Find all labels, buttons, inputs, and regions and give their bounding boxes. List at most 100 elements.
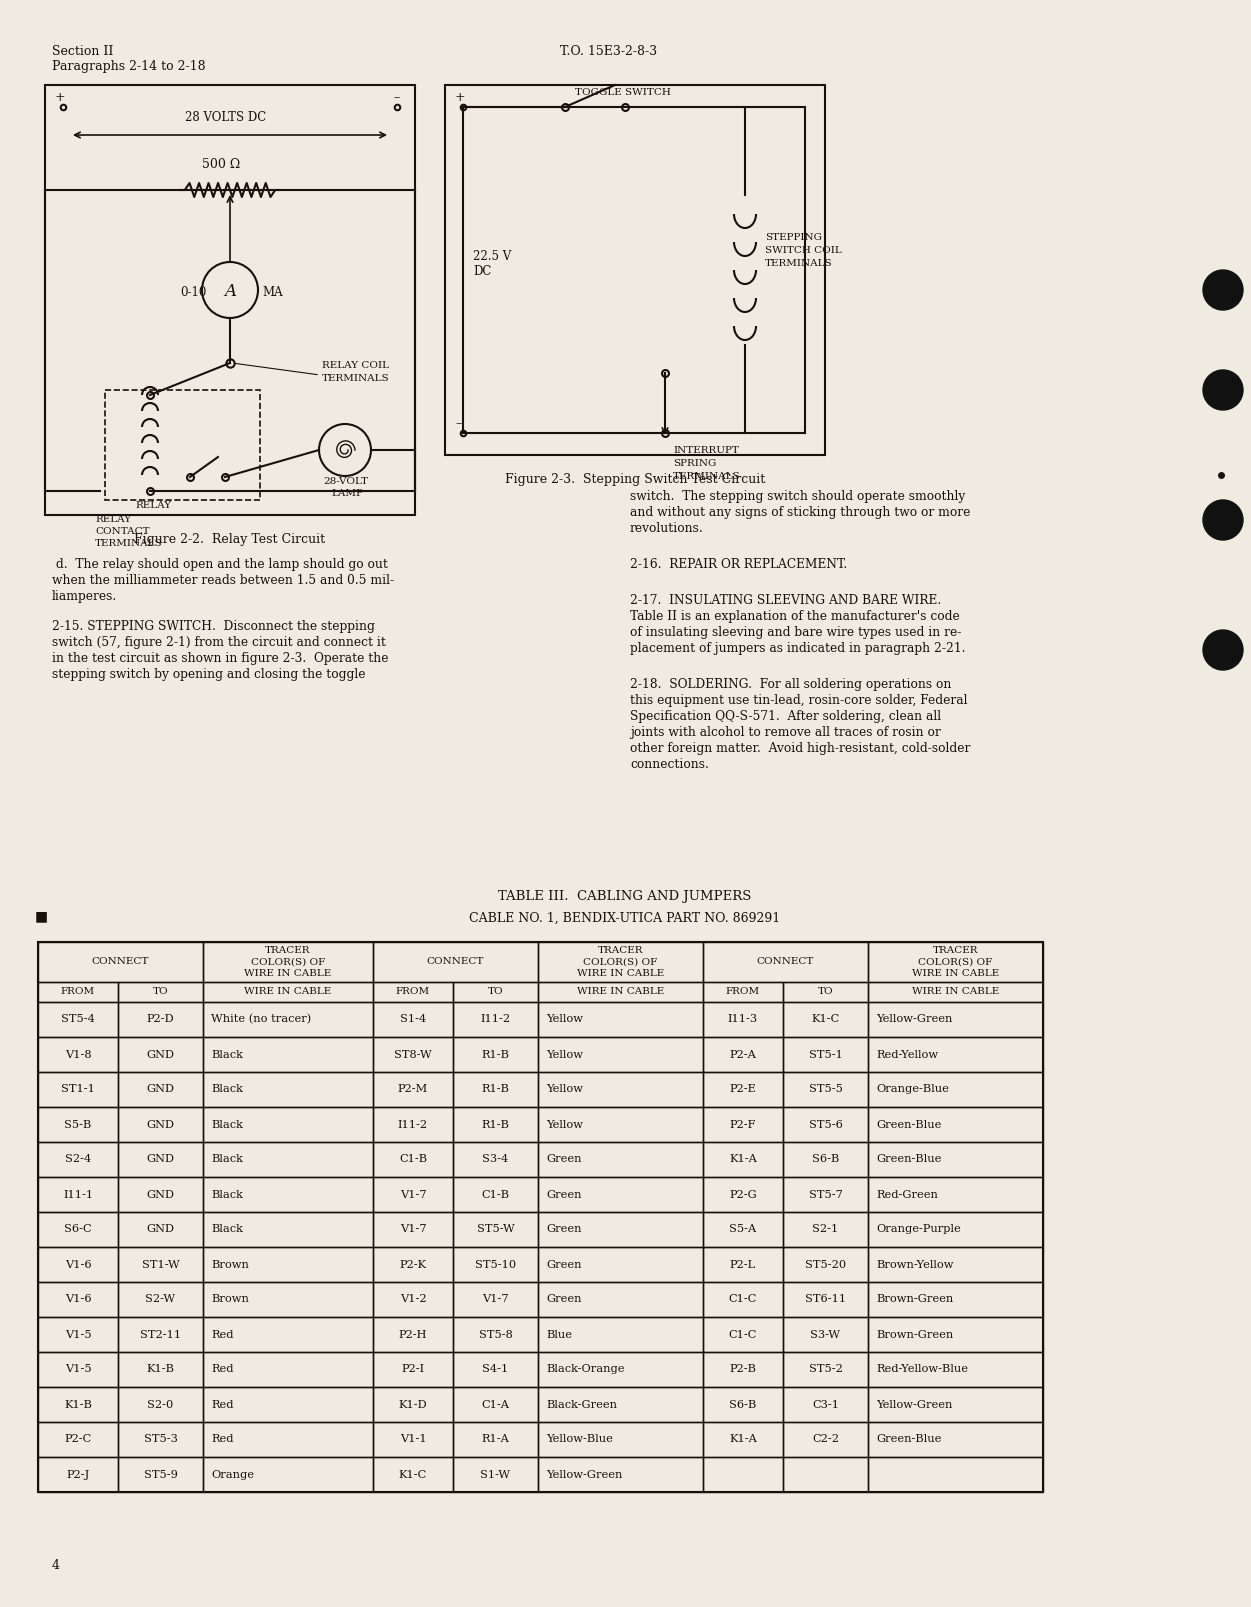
Bar <box>203 1107 373 1143</box>
Bar <box>118 1003 203 1037</box>
Bar <box>203 942 373 982</box>
Text: ST5-5: ST5-5 <box>808 1085 842 1094</box>
Text: Yellow: Yellow <box>545 1014 583 1025</box>
Bar <box>38 1003 118 1037</box>
Text: Paragraphs 2-14 to 2-18: Paragraphs 2-14 to 2-18 <box>53 59 205 72</box>
Text: K1-A: K1-A <box>729 1154 757 1165</box>
Bar <box>538 1037 703 1072</box>
Text: FROM: FROM <box>61 987 95 996</box>
Text: liamperes.: liamperes. <box>53 590 118 603</box>
Text: 22.5 V: 22.5 V <box>473 251 512 264</box>
Bar <box>453 1143 538 1176</box>
Bar <box>453 1107 538 1143</box>
Text: when the milliammeter reads between 1.5 and 0.5 mil-: when the milliammeter reads between 1.5 … <box>53 574 394 587</box>
Bar <box>783 1282 868 1318</box>
Bar <box>203 1387 373 1422</box>
Bar <box>783 1247 868 1282</box>
Bar <box>783 1107 868 1143</box>
Text: S5-A: S5-A <box>729 1225 757 1234</box>
Bar <box>373 1422 453 1458</box>
Text: 2-18.  SOLDERING.  For all soldering operations on: 2-18. SOLDERING. For all soldering opera… <box>631 678 951 691</box>
Text: White (no tracer): White (no tracer) <box>211 1014 311 1025</box>
Bar <box>373 1212 453 1247</box>
Bar <box>38 1037 118 1072</box>
Text: ST5-1: ST5-1 <box>808 1049 842 1059</box>
Text: TO: TO <box>488 987 503 996</box>
Text: ST6-11: ST6-11 <box>804 1295 846 1305</box>
Text: WIRE IN CABLE: WIRE IN CABLE <box>577 987 664 996</box>
Text: K1-D: K1-D <box>399 1400 428 1409</box>
Text: Black: Black <box>211 1085 243 1094</box>
Bar <box>703 1003 783 1037</box>
Text: stepping switch by opening and closing the toggle: stepping switch by opening and closing t… <box>53 669 365 681</box>
Text: V1-7: V1-7 <box>399 1189 427 1199</box>
Text: GND: GND <box>146 1154 174 1165</box>
Text: S1-4: S1-4 <box>400 1014 427 1025</box>
Text: R1-A: R1-A <box>482 1435 509 1445</box>
Bar <box>703 1176 783 1212</box>
Text: C1-C: C1-C <box>729 1295 757 1305</box>
Text: V1-8: V1-8 <box>65 1049 91 1059</box>
Text: Black-Green: Black-Green <box>545 1400 617 1409</box>
Text: RELAY: RELAY <box>95 514 131 524</box>
Text: TO: TO <box>153 987 169 996</box>
Text: ST5-9: ST5-9 <box>144 1469 178 1480</box>
Text: 2-15. STEPPING SWITCH.  Disconnect the stepping: 2-15. STEPPING SWITCH. Disconnect the st… <box>53 620 375 633</box>
Bar <box>868 1143 1043 1176</box>
Text: S6-B: S6-B <box>812 1154 839 1165</box>
Bar <box>453 1282 538 1318</box>
Bar <box>868 1351 1043 1387</box>
Text: TERMINALS: TERMINALS <box>95 538 163 548</box>
Bar <box>118 1318 203 1351</box>
Text: revolutions.: revolutions. <box>631 522 704 535</box>
Text: Black: Black <box>211 1154 243 1165</box>
Text: GND: GND <box>146 1049 174 1059</box>
Text: S4-1: S4-1 <box>483 1364 509 1374</box>
Bar <box>38 942 1043 1491</box>
Text: Green-Blue: Green-Blue <box>876 1120 941 1130</box>
Text: Blue: Blue <box>545 1329 572 1340</box>
Bar <box>868 1422 1043 1458</box>
Bar <box>373 1072 453 1107</box>
Bar <box>203 1212 373 1247</box>
Text: MA: MA <box>261 286 283 299</box>
Text: DC: DC <box>473 265 492 278</box>
Text: TOGGLE SWITCH: TOGGLE SWITCH <box>575 88 671 96</box>
Bar <box>38 1422 118 1458</box>
Bar <box>445 85 824 455</box>
Text: P2-A: P2-A <box>729 1049 757 1059</box>
Text: ST5-W: ST5-W <box>477 1225 514 1234</box>
Bar <box>373 1318 453 1351</box>
Bar <box>118 1143 203 1176</box>
Text: 28-VOLT: 28-VOLT <box>323 477 368 485</box>
Bar <box>783 1422 868 1458</box>
Text: Specification QQ-S-571.  After soldering, clean all: Specification QQ-S-571. After soldering,… <box>631 710 941 723</box>
Bar <box>118 1458 203 1491</box>
Bar <box>373 1458 453 1491</box>
Text: P2-D: P2-D <box>146 1014 174 1025</box>
Text: Brown: Brown <box>211 1260 249 1270</box>
Bar <box>703 1422 783 1458</box>
Text: joints with alcohol to remove all traces of rosin or: joints with alcohol to remove all traces… <box>631 726 941 739</box>
Text: I11-1: I11-1 <box>63 1189 93 1199</box>
Bar <box>38 1107 118 1143</box>
Text: 500 Ω: 500 Ω <box>201 157 240 170</box>
Bar <box>538 1351 703 1387</box>
Text: Orange: Orange <box>211 1469 254 1480</box>
Text: of insulating sleeving and bare wire types used in re-: of insulating sleeving and bare wire typ… <box>631 627 961 640</box>
Text: C1-B: C1-B <box>482 1189 509 1199</box>
Bar <box>118 1072 203 1107</box>
Bar <box>203 1176 373 1212</box>
Text: ST5-7: ST5-7 <box>808 1189 842 1199</box>
Bar <box>373 1351 453 1387</box>
Text: S3-W: S3-W <box>811 1329 841 1340</box>
Text: WIRE IN CABLE: WIRE IN CABLE <box>244 987 332 996</box>
Text: other foreign matter.  Avoid high-resistant, cold-solder: other foreign matter. Avoid high-resista… <box>631 742 971 755</box>
Text: Figure 2-3.  Stepping Switch Test Circuit: Figure 2-3. Stepping Switch Test Circuit <box>505 472 766 485</box>
Text: ST5-10: ST5-10 <box>475 1260 517 1270</box>
Bar <box>203 1143 373 1176</box>
Bar <box>38 1072 118 1107</box>
Bar <box>868 1212 1043 1247</box>
Text: ST1-W: ST1-W <box>141 1260 179 1270</box>
Text: Green-Blue: Green-Blue <box>876 1435 941 1445</box>
